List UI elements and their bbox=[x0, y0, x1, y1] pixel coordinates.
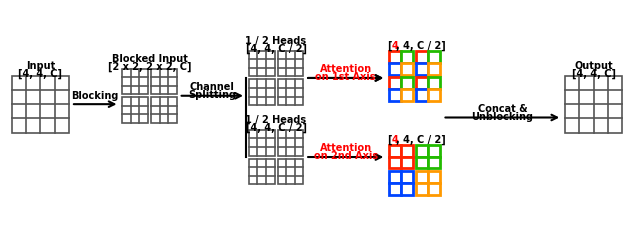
Bar bbox=[278, 79, 303, 105]
Bar bbox=[428, 51, 440, 63]
Bar bbox=[389, 183, 401, 195]
Text: [4, 4, C]: [4, 4, C] bbox=[19, 68, 62, 79]
Bar bbox=[416, 171, 428, 183]
Text: Splitting: Splitting bbox=[188, 90, 236, 100]
Bar bbox=[428, 157, 440, 168]
Bar bbox=[428, 78, 440, 89]
Bar bbox=[249, 130, 275, 156]
Text: 4: 4 bbox=[391, 135, 398, 145]
Bar bbox=[416, 145, 428, 157]
Bar bbox=[416, 63, 428, 74]
Bar bbox=[122, 69, 148, 94]
Bar bbox=[249, 79, 275, 105]
Text: [: [ bbox=[387, 41, 392, 51]
Text: Channel: Channel bbox=[190, 82, 235, 92]
Text: Concat &: Concat & bbox=[477, 104, 527, 114]
Bar bbox=[151, 69, 177, 94]
Bar bbox=[278, 51, 303, 76]
Bar bbox=[389, 89, 401, 101]
Bar bbox=[401, 145, 413, 157]
Text: 1 / 2 Heads: 1 / 2 Heads bbox=[246, 36, 307, 46]
Text: on 1st Axis: on 1st Axis bbox=[316, 72, 376, 82]
Bar bbox=[278, 159, 303, 184]
Bar bbox=[389, 51, 401, 63]
Bar bbox=[12, 75, 69, 133]
Bar bbox=[122, 97, 148, 123]
Bar bbox=[249, 51, 275, 76]
Bar bbox=[249, 159, 275, 184]
Bar bbox=[401, 89, 413, 101]
Text: on 2nd Axis: on 2nd Axis bbox=[314, 151, 378, 161]
Text: [4, 4, C / 2]: [4, 4, C / 2] bbox=[246, 123, 307, 133]
Bar bbox=[389, 171, 401, 183]
Bar bbox=[401, 157, 413, 168]
Text: 4: 4 bbox=[391, 41, 398, 51]
Text: Attention: Attention bbox=[319, 143, 372, 153]
Bar bbox=[416, 183, 428, 195]
Text: Attention: Attention bbox=[319, 64, 372, 74]
Bar bbox=[428, 63, 440, 74]
Bar bbox=[428, 89, 440, 101]
Text: [2 x 2, 2 x 2, C]: [2 x 2, 2 x 2, C] bbox=[108, 62, 191, 72]
Text: Blocked Input: Blocked Input bbox=[111, 54, 188, 64]
Bar bbox=[401, 63, 413, 74]
Text: Unblocking: Unblocking bbox=[471, 112, 533, 121]
Bar bbox=[389, 145, 401, 157]
Bar bbox=[401, 78, 413, 89]
Bar bbox=[428, 171, 440, 183]
Text: 1 / 2 Heads: 1 / 2 Heads bbox=[246, 115, 307, 125]
Bar bbox=[428, 145, 440, 157]
Bar bbox=[401, 171, 413, 183]
Text: Output: Output bbox=[575, 61, 613, 71]
Text: [4, 4, C]: [4, 4, C] bbox=[572, 68, 616, 79]
Bar bbox=[565, 75, 622, 133]
Bar bbox=[416, 78, 428, 89]
Bar bbox=[401, 183, 413, 195]
Bar bbox=[416, 51, 428, 63]
Bar bbox=[401, 51, 413, 63]
Text: [4, 4, C / 2]: [4, 4, C / 2] bbox=[246, 44, 307, 54]
Text: [: [ bbox=[387, 135, 392, 145]
Text: Input: Input bbox=[26, 61, 55, 71]
Text: Blocking: Blocking bbox=[72, 91, 119, 101]
Bar bbox=[278, 130, 303, 156]
Bar bbox=[416, 157, 428, 168]
Text: , 4, C / 2]: , 4, C / 2] bbox=[396, 135, 446, 145]
Bar bbox=[389, 157, 401, 168]
Bar bbox=[389, 78, 401, 89]
Text: , 4, C / 2]: , 4, C / 2] bbox=[396, 41, 446, 51]
Bar bbox=[428, 183, 440, 195]
Bar bbox=[389, 63, 401, 74]
Bar bbox=[416, 89, 428, 101]
Bar bbox=[151, 97, 177, 123]
